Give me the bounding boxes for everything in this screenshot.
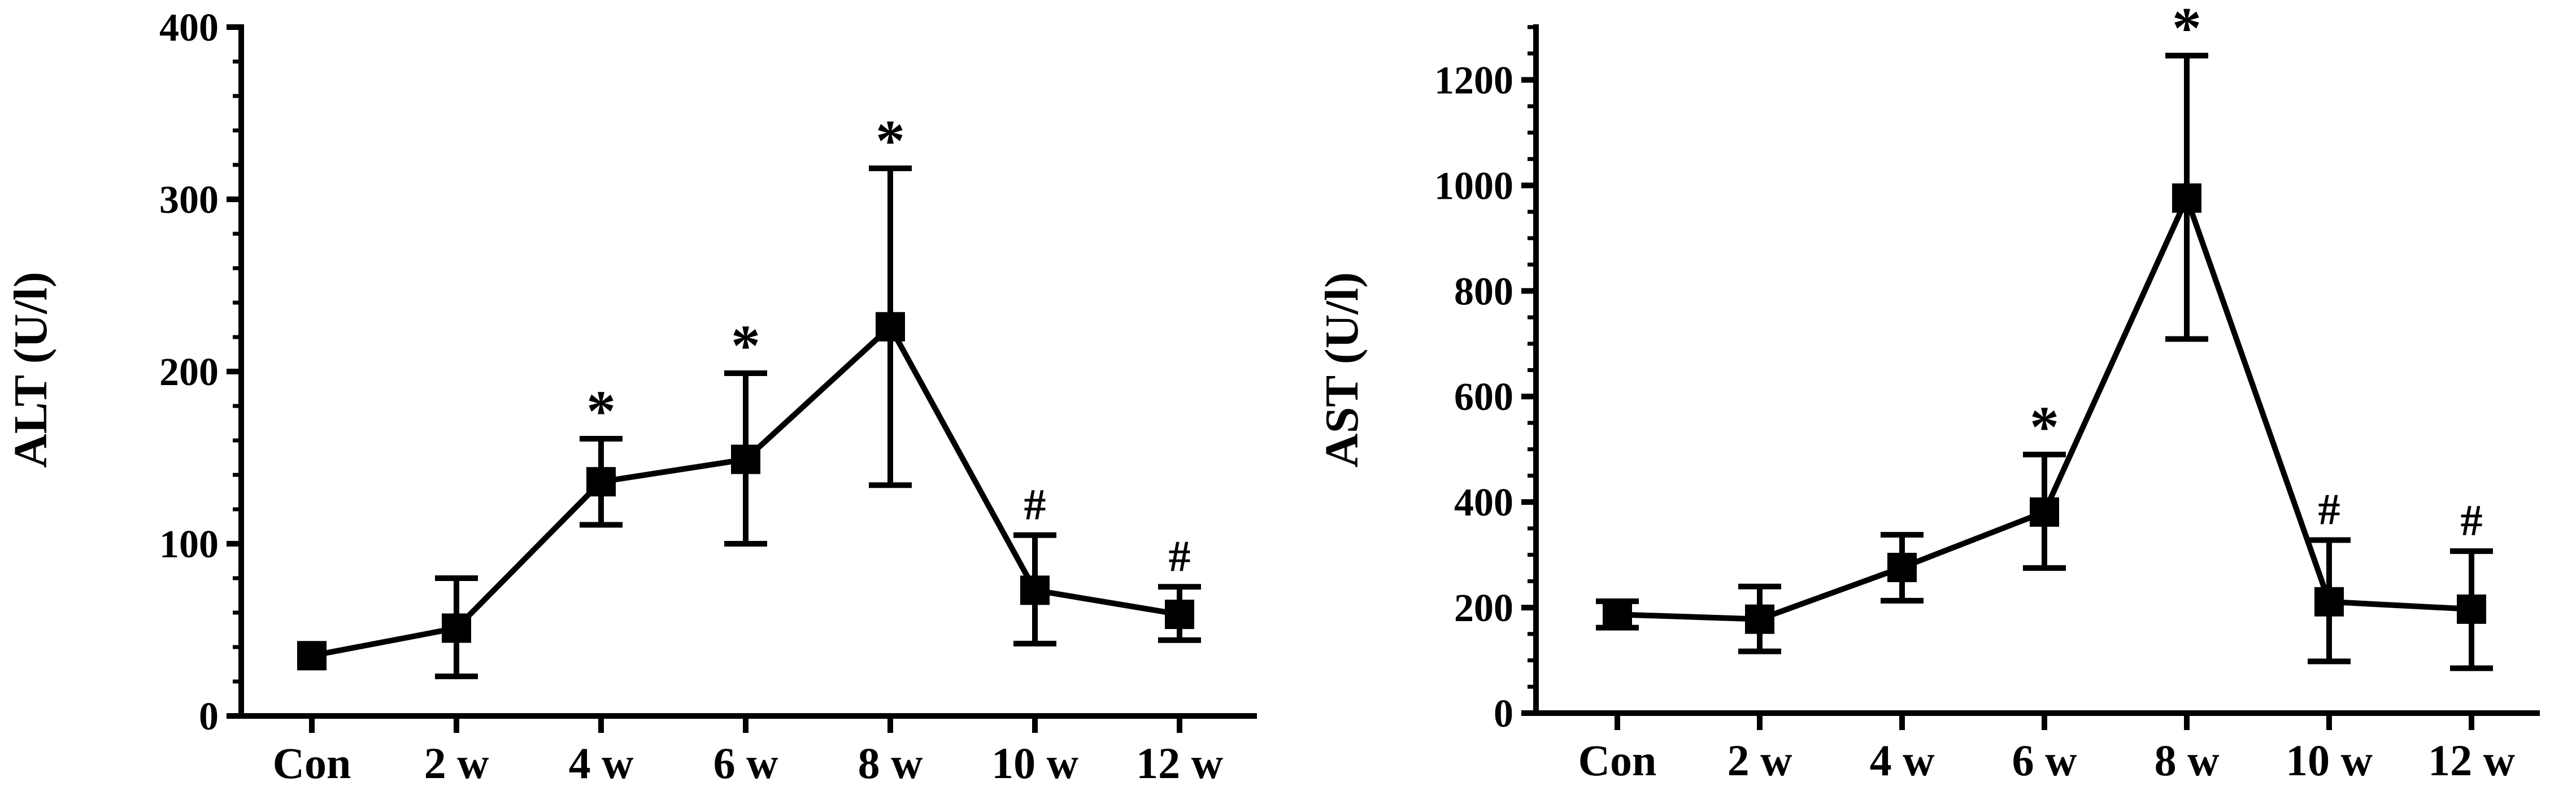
x-tick-label: 12 w (1136, 739, 1223, 788)
y-tick-label: 600 (1454, 375, 1513, 419)
data-point-marker (1603, 600, 1632, 630)
data-point-marker (297, 641, 327, 671)
x-tick-label: 8 w (2155, 736, 2220, 785)
y-tick-label: 200 (159, 351, 219, 394)
y-tick-label: 0 (199, 695, 219, 739)
data-point-marker (2457, 594, 2486, 624)
y-tick-label: 400 (1454, 481, 1513, 525)
y-axis-label: AST (U/l) (1316, 272, 1368, 468)
y-tick-label: 300 (159, 178, 219, 222)
y-tick-label: 800 (1454, 270, 1513, 313)
significance-marker: # (1024, 480, 1046, 529)
data-point-marker (876, 312, 905, 342)
significance-marker: # (2318, 484, 2340, 534)
y-tick-label: 200 (1454, 587, 1513, 630)
x-tick-label: 12 w (2428, 736, 2515, 785)
data-point-marker (1745, 604, 1774, 634)
significance-marker: # (2461, 496, 2483, 545)
data-point-marker (1020, 575, 1050, 605)
data-point-marker (442, 613, 471, 643)
data-point-marker (2172, 183, 2201, 213)
significance-marker: * (731, 313, 760, 378)
y-axis-label: ALT (U/l) (5, 272, 57, 468)
data-point-marker (586, 467, 616, 497)
x-tick-label: Con (1578, 736, 1657, 785)
data-point-marker (2314, 587, 2344, 617)
x-tick-label: 10 w (2286, 736, 2373, 785)
y-tick-label: 100 (159, 523, 219, 566)
significance-marker: * (586, 379, 616, 444)
x-tick-label: 6 w (713, 739, 778, 788)
x-tick-label: 8 w (858, 739, 923, 788)
y-tick-label: 400 (159, 6, 219, 50)
x-tick-label: 10 w (991, 739, 1078, 788)
data-point-marker (1165, 600, 1194, 630)
data-point-marker (731, 444, 760, 474)
x-tick-label: 4 w (1870, 736, 1935, 785)
data-point-marker (1887, 553, 1917, 583)
y-tick-label: 1200 (1434, 59, 1513, 102)
x-tick-label: 4 w (569, 739, 634, 788)
x-tick-label: 2 w (1728, 736, 1792, 785)
significance-marker: # (1169, 531, 1191, 580)
y-tick-label: 0 (1494, 692, 1513, 736)
significance-marker: * (876, 108, 905, 173)
x-tick-label: 6 w (2012, 736, 2077, 785)
data-point-marker (2030, 497, 2059, 527)
significance-marker: * (2172, 0, 2201, 60)
x-tick-label: Con (273, 739, 351, 788)
alt-chart: 0 100 200 300 400 Con 2 w 4 w 6 w 8 w 10 w 12 w ALT … (5, 6, 1257, 788)
x-tick-label: 2 w (424, 739, 489, 788)
y-tick-label: 1000 (1434, 164, 1513, 208)
ast-chart: 0 200 400 600 800 1000 1200 Con 2 w 4 w 6 w 8 w 10 w… (1316, 0, 2540, 785)
significance-marker: * (2030, 395, 2059, 460)
